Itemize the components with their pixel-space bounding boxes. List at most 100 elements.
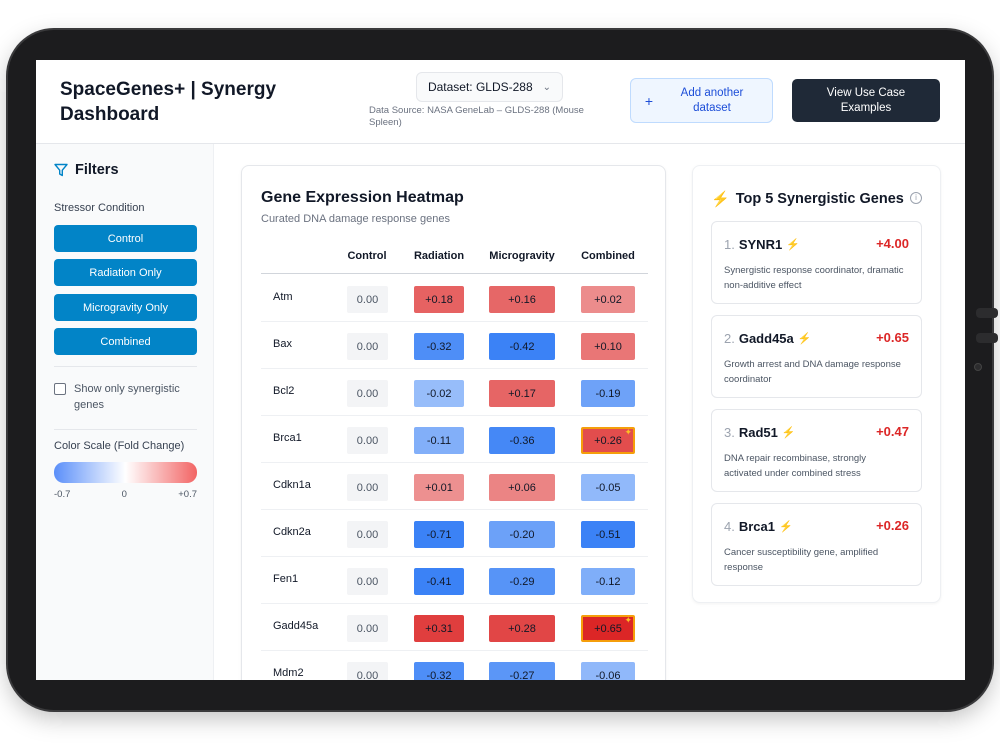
heatmap-cell-radiation[interactable]: -0.41 [414,568,464,595]
heatmap-cell-microgravity[interactable]: +0.16 [489,286,555,313]
heatmap-cell-radiation[interactable]: +0.31 [414,615,464,642]
screen: SpaceGenes+ | Synergy Dashboard Dataset:… [36,60,965,680]
heatmap-cell-combined[interactable]: -0.12 [581,568,635,595]
synergistic-only-checkbox[interactable] [54,383,66,395]
filters-title: Filters [75,162,119,178]
gene-symbol: Rad51 [738,425,778,440]
condition-button-control[interactable]: Control [54,225,197,252]
lightning-icon: ⚡ [711,191,730,208]
table-row: Cdkn1a 0.00 +0.01 +0.06 -0.05 [261,463,648,510]
heatmap-cell-radiation[interactable]: -0.02 [414,380,464,407]
heatmap-cell-microgravity[interactable]: -0.27 [489,662,555,680]
cell-value: -0.12 [595,575,621,588]
heatmap-cell-radiation[interactable]: -0.11 [414,427,464,454]
cell-value: +0.26 [594,434,622,447]
heatmap-cell-radiation[interactable]: +0.01 [414,474,464,501]
heatmap-cell-control[interactable]: 0.00 [347,427,388,454]
filters-heading: Filters [54,162,119,178]
cell-value: -0.71 [426,528,452,541]
synergy-score: +0.47 [876,424,909,439]
cell-value: +0.16 [508,293,536,306]
condition-button-combined[interactable]: Combined [54,328,197,355]
heatmap-cell-control[interactable]: 0.00 [347,615,388,642]
gene-name: Fen1 [273,573,299,585]
cell-value: 0.00 [356,575,379,588]
gene-name: Cdkn2a [273,526,311,538]
table-row: Cdkn2a 0.00 -0.71 -0.20 -0.51 [261,510,648,557]
table-row: Bcl2 0.00 -0.02 +0.17 -0.19 [261,369,648,416]
cell-value: 0.00 [356,293,379,306]
info-icon[interactable]: i [910,192,922,204]
chevron-down-icon: ⌄ [542,81,552,93]
condition-button-radiation[interactable]: Radiation Only [54,259,197,286]
heatmap-cell-radiation[interactable]: +0.18 [414,286,464,313]
heatmap-cell-control[interactable]: 0.00 [347,474,388,501]
heatmap-cell-microgravity[interactable]: +0.28 [489,615,555,642]
heatmap-cell-combined[interactable]: +0.02 [581,286,635,313]
cell-value: +0.65 [594,622,622,635]
heatmap-cell-radiation[interactable]: -0.32 [414,333,464,360]
gene-symbol: SYNR1 [738,237,783,252]
gene-card-title: 3. Rad51 ⚡ [724,425,796,440]
gene-name: Bax [273,338,292,350]
synergy-gene-card[interactable]: 2. Gadd45a ⚡ +0.65 Growth arrest and DNA dam… [711,315,922,398]
side-button [976,308,998,318]
heatmap-cell-combined[interactable]: -0.05 [581,474,635,501]
gene-symbol: Gadd45a [738,331,794,346]
synergy-gene-card[interactable]: 4. Brca1 ⚡ +0.26 Cancer susceptibility gene,… [711,503,922,586]
heatmap-cell-control[interactable]: 0.00 [347,521,388,548]
heatmap-cell-control[interactable]: 0.00 [347,568,388,595]
add-dataset-button[interactable]: + Add another dataset [630,78,773,123]
synergy-sparkle-icon: ✦ [624,615,632,625]
view-use-case-button[interactable]: View Use Case Examples [792,79,940,122]
gene-rank: 2. [724,331,735,346]
heatmap-cell-microgravity[interactable]: +0.17 [489,380,555,407]
column-header-microgravity: Microgravity [489,250,555,262]
cell-value: +0.10 [594,340,622,353]
add-dataset-label: Add another dataset [680,86,744,114]
heatmap-cell-radiation[interactable]: -0.32 [414,662,464,680]
side-button [976,333,998,343]
synergy-gene-card[interactable]: 3. Rad51 ⚡ +0.47 DNA repair recombinase, str… [711,409,922,492]
heatmap-cell-microgravity[interactable]: -0.20 [489,521,555,548]
synergistic-only-label: Show only synergistic genes [74,383,180,411]
condition-button-microgravity[interactable]: Microgravity Only [54,294,197,321]
heatmap-cell-combined[interactable]: +0.26 ✦ [581,427,635,454]
heatmap-cell-microgravity[interactable]: -0.36 [489,427,555,454]
heatmap-cell-combined[interactable]: +0.65 ✦ [581,615,635,642]
cell-value: -0.05 [595,481,621,494]
synergy-gene-card[interactable]: 1. SYNR1 ⚡ +4.00 Synergistic response coordi… [711,221,922,304]
top-genes-card: ⚡ Top 5 Synergistic Genes i 1. SYNR1 ⚡ +4.0… [692,165,941,603]
scale-tick-mid: 0 [121,489,127,500]
cell-value: -0.02 [426,387,452,400]
dataset-select[interactable]: Dataset: GLDS-288 ⌄ [416,72,563,102]
cell-value: -0.20 [509,528,535,541]
heatmap-cell-control[interactable]: 0.00 [347,662,388,680]
heatmap-cell-combined[interactable]: -0.51 [581,521,635,548]
heatmap-cell-control[interactable]: 0.00 [347,380,388,407]
gene-symbol: Brca1 [738,519,775,534]
synergistic-only-toggle[interactable]: Show only synergistic genes [54,381,204,413]
cell-value: 0.00 [356,622,379,635]
top-genes-heading: ⚡ Top 5 Synergistic Genes [711,190,904,208]
heatmap-cell-microgravity[interactable]: -0.42 [489,333,555,360]
gene-name: Atm [273,291,293,303]
gene-name: Brca1 [273,432,302,444]
color-scale-bar [54,462,197,483]
gene-card-title: 1. SYNR1 ⚡ [724,237,800,252]
lightning-icon: ⚡ [781,427,796,439]
heatmap-cell-radiation[interactable]: -0.71 [414,521,464,548]
gene-name: Cdkn1a [273,479,311,491]
gene-rank: 4. [724,519,735,534]
heatmap-cell-microgravity[interactable]: +0.06 [489,474,555,501]
table-row: Fen1 0.00 -0.41 -0.29 -0.12 [261,557,648,604]
heatmap-cell-combined[interactable]: +0.10 [581,333,635,360]
heatmap-cell-control[interactable]: 0.00 [347,286,388,313]
column-header-combined: Combined [581,250,635,262]
heatmap-cell-microgravity[interactable]: -0.29 [489,568,555,595]
heatmap-cell-combined[interactable]: -0.19 [581,380,635,407]
heatmap-cell-combined[interactable]: -0.06 [581,662,635,680]
heatmap-cell-control[interactable]: 0.00 [347,333,388,360]
scale-tick-max: +0.7 [178,489,197,500]
cell-value: -0.29 [509,575,535,588]
